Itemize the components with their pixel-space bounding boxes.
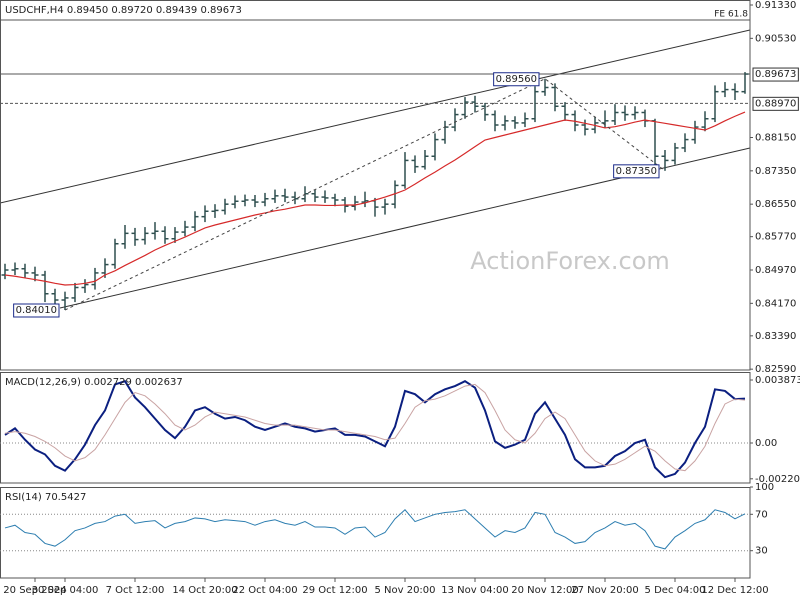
y-tick-label: 0.84970 xyxy=(755,265,796,276)
pivot-label: 0.89560 xyxy=(496,74,537,85)
label-box xyxy=(13,303,60,318)
x-tick-label: 7 Oct 12:00 xyxy=(106,585,165,596)
x-tick-label: 12 Dec 12:00 xyxy=(701,585,768,596)
moving-average xyxy=(4,111,746,286)
indicator-line xyxy=(4,383,746,472)
y-tick-label: 0.84170 xyxy=(755,298,796,309)
price-line-label: 0.88970 xyxy=(755,98,796,109)
x-tick-label: 27 Nov 20:00 xyxy=(571,585,638,596)
y-tick-label: 0.003873 xyxy=(755,375,800,386)
x-tick-label: 5 Nov 20:00 xyxy=(374,585,435,596)
rsi-panel xyxy=(0,487,751,579)
y-tick-label: 30 xyxy=(755,546,768,557)
y-tick-label: 0.85770 xyxy=(755,232,796,243)
x-tick-label: 30 Sep 04:00 xyxy=(32,585,99,596)
x-tick-label: 20 Nov 12:00 xyxy=(511,585,578,596)
x-tick-label: 13 Nov 04:00 xyxy=(441,585,508,596)
projection-label: FE 61.8 xyxy=(714,10,748,20)
y-tick-label: -0.002201 xyxy=(755,474,800,485)
y-tick-label: 100 xyxy=(755,482,774,493)
indicator-line xyxy=(4,509,746,550)
pivot-label: 0.87350 xyxy=(616,166,657,177)
y-tick-label: 0.88150 xyxy=(755,133,796,144)
watermark: ActionForex.com xyxy=(470,247,670,275)
y-tick-label: 0.91330 xyxy=(755,0,796,11)
panel-title: MACD(12,26,9) 0.002729 0.002637 xyxy=(5,377,183,388)
y-tick-label: 0.83390 xyxy=(755,331,796,342)
y-tick-label: 0.87350 xyxy=(755,166,796,177)
y-tick-label: 0.82590 xyxy=(755,364,796,375)
y-tick-label: 0.00 xyxy=(755,438,777,449)
y-tick-label: 0.90530 xyxy=(755,33,796,44)
label-box xyxy=(613,164,660,179)
x-tick-label: 29 Oct 12:00 xyxy=(302,585,367,596)
x-tick-label: 5 Dec 04:00 xyxy=(645,585,706,596)
indicator-line xyxy=(4,379,746,479)
y-tick-label: 0.86550 xyxy=(755,199,796,210)
x-tick-label: 14 Oct 20:00 xyxy=(172,585,237,596)
x-tick-label: 22 Oct 04:00 xyxy=(232,585,297,596)
label-box xyxy=(493,72,540,87)
y-tick-label: 70 xyxy=(755,509,768,520)
panel-title: USDCHF,H4 0.89450 0.89720 0.89439 0.8967… xyxy=(5,5,242,16)
panel-title: RSI(14) 70.5427 xyxy=(5,492,86,503)
x-tick-label: 20 Sep 2024 xyxy=(3,585,66,596)
price-panel xyxy=(0,0,751,371)
channel-upper xyxy=(0,29,751,204)
label-box xyxy=(752,67,799,82)
macd-panel xyxy=(0,372,751,484)
price-line-label: 0.89673 xyxy=(755,69,796,80)
label-box xyxy=(752,96,799,111)
pivot-label: 0.84010 xyxy=(16,305,57,316)
